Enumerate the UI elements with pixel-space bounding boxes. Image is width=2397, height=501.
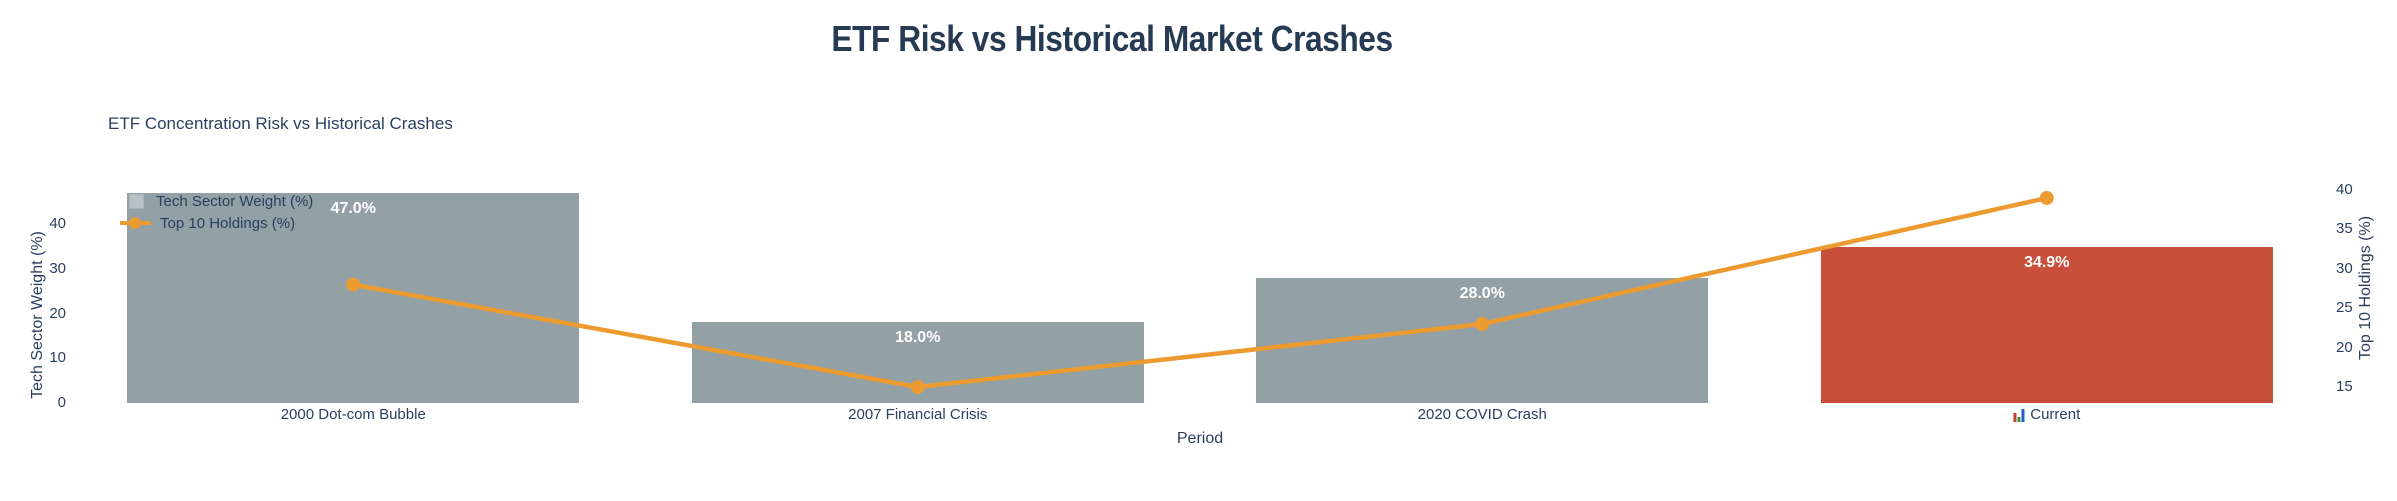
right-tick-label: 30 — [2336, 259, 2353, 277]
bar-value-label: 34.9% — [2024, 253, 2070, 271]
legend: Tech Sector Weight (%) Top 10 Holdings (… — [120, 190, 313, 234]
bar-chart-icon — [2013, 408, 2025, 422]
x-tick-label-1: 2000 Dot-com Bubble — [280, 406, 426, 423]
bar-value-label: 18.0% — [895, 329, 941, 347]
bar-1[interactable] — [127, 192, 580, 403]
right-tick-label: 25 — [2336, 299, 2353, 317]
line-marker-4[interactable] — [2039, 190, 2054, 205]
right-tick-label: 20 — [2336, 338, 2353, 356]
right-axis-title: Top 10 Holdings (%) — [2357, 215, 2374, 361]
left-tick-label: 30 — [49, 259, 66, 277]
x-tick-label-2: 2007 Financial Crisis — [848, 406, 988, 423]
line-marker-3[interactable] — [1475, 316, 1490, 331]
legend-item-top10-holdings[interactable]: Top 10 Holdings (%) — [120, 212, 313, 234]
left-tick-label: 40 — [49, 215, 66, 232]
x-tick-label-3: 2020 COVID Crash — [1417, 406, 1547, 423]
left-tick-label: 0 — [57, 394, 66, 411]
right-tick-label: 40 — [2336, 181, 2353, 199]
x-tick-label-4: Current — [2013, 406, 2080, 423]
line-marker-1[interactable] — [346, 277, 361, 292]
left-tick-label: 20 — [49, 304, 66, 322]
right-tick-label: 35 — [2336, 220, 2353, 238]
bar-value-label: 28.0% — [1459, 284, 1505, 302]
left-tick-label: 10 — [49, 349, 66, 367]
chart-subtitle: ETF Concentration Risk vs Historical Cra… — [108, 114, 453, 133]
bar-series-swatch — [129, 193, 144, 209]
line-marker-2[interactable] — [910, 380, 925, 394]
bar-4[interactable] — [1820, 246, 2273, 403]
right-tick-label: 15 — [2336, 378, 2353, 395]
page-title: ETF Risk vs Historical Market Crashes — [831, 18, 1393, 59]
top10-holdings-line — [352, 195, 2048, 390]
left-axis-title: Tech Sector Weight (%) — [29, 231, 46, 399]
legend-item-tech-sector-weight[interactable]: Tech Sector Weight (%) — [120, 190, 313, 212]
line-series-swatch — [120, 217, 151, 229]
bar-value-label: 47.0% — [330, 199, 376, 217]
x-axis-title: Period — [1176, 430, 1224, 447]
legend-label: Tech Sector Weight (%) — [156, 192, 314, 210]
legend-label: Top 10 Holdings (%) — [160, 214, 296, 232]
